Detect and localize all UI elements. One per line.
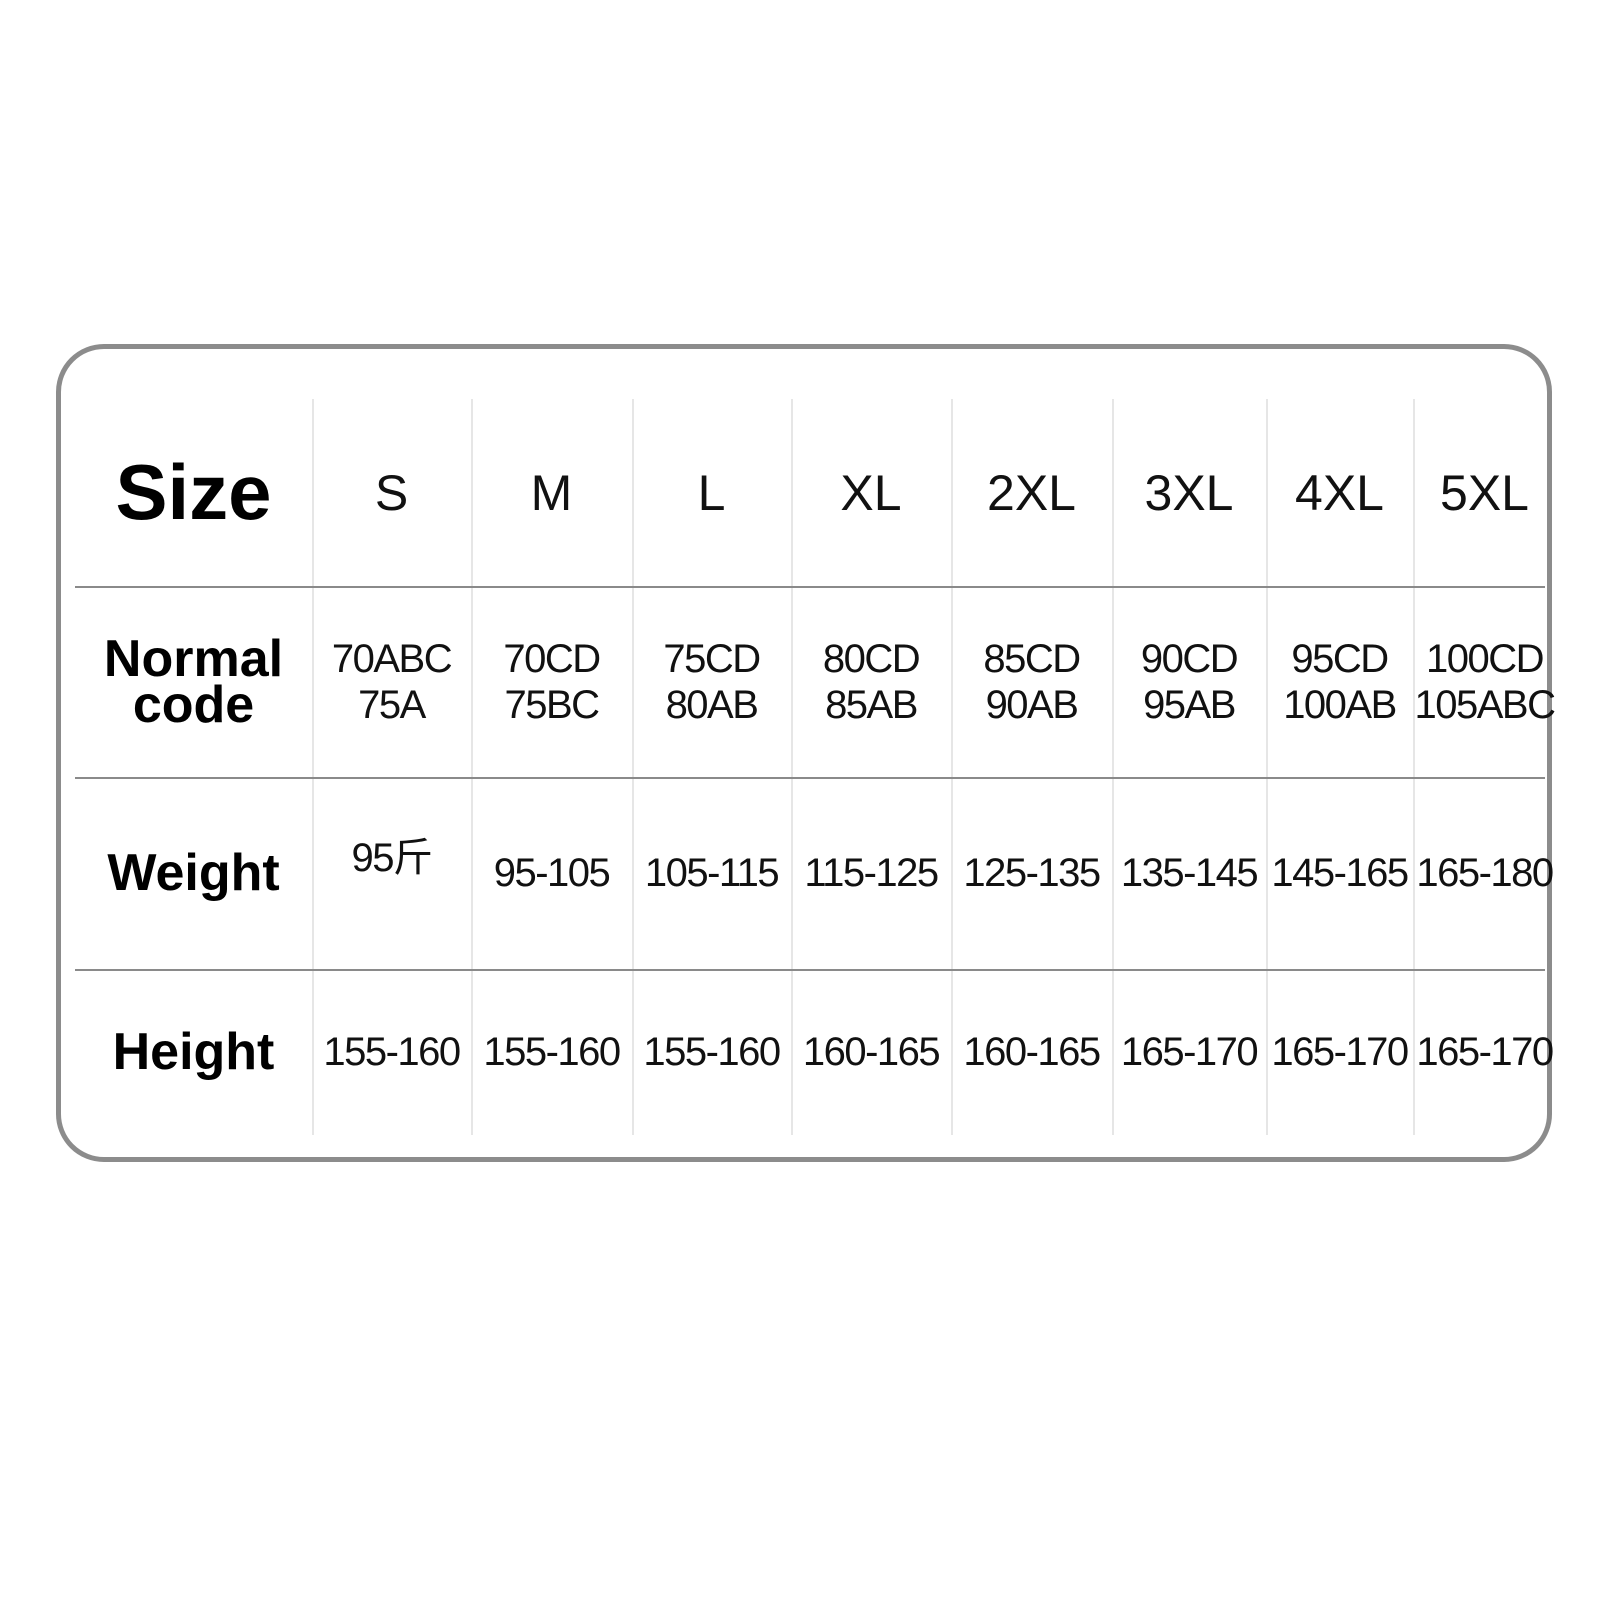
height-cell: 160-165 bbox=[951, 969, 1112, 1135]
row-header-size: Size bbox=[75, 399, 312, 586]
normal-code-cell-text: 85AB bbox=[825, 682, 918, 727]
normal-code-cell-text: 90AB bbox=[985, 682, 1079, 727]
normal-code-cell-text: 80CD bbox=[822, 636, 921, 681]
size-label: XL bbox=[791, 399, 951, 586]
height-cell: 165-170 bbox=[1413, 969, 1556, 1135]
normal-code-cell-text: 100CD bbox=[1425, 636, 1545, 681]
weight-cell: 95斤 bbox=[312, 777, 471, 969]
row-header-normal-code-text: Normal bbox=[103, 629, 284, 688]
weight-cell: 135-145 bbox=[1112, 777, 1266, 969]
column-divider bbox=[1112, 399, 1114, 1135]
normal-code-cell: 90CD 95AB bbox=[1112, 586, 1266, 777]
height-cell-text: 155-160 bbox=[483, 1030, 621, 1074]
size-label-text: M bbox=[530, 464, 573, 521]
weight-cell-text: 125-135 bbox=[963, 851, 1101, 895]
height-cell: 165-170 bbox=[1266, 969, 1413, 1135]
row-divider bbox=[75, 586, 1545, 588]
normal-code-cell-text: 75A bbox=[358, 682, 426, 727]
height-cell: 165-170 bbox=[1112, 969, 1266, 1135]
weight-cell: 125-135 bbox=[951, 777, 1112, 969]
height-cell: 155-160 bbox=[312, 969, 471, 1135]
height-cell: 155-160 bbox=[632, 969, 791, 1135]
height-cell-text: 155-160 bbox=[643, 1030, 781, 1074]
size-label-text: XL bbox=[840, 464, 902, 521]
weight-cell-text: 115-125 bbox=[804, 851, 939, 895]
normal-code-cell-text: 100AB bbox=[1283, 682, 1397, 727]
size-label-text: 5XL bbox=[1440, 464, 1529, 521]
height-cell-text: 155-160 bbox=[323, 1030, 461, 1074]
normal-code-cell-text: 75BC bbox=[504, 682, 600, 727]
size-label-text: S bbox=[374, 464, 409, 521]
weight-cell: 95-105 bbox=[471, 777, 632, 969]
row-divider bbox=[75, 969, 1545, 971]
normal-code-cell: 80CD 85AB bbox=[791, 586, 951, 777]
height-cell-text: 165-170 bbox=[1416, 1030, 1554, 1074]
normal-code-cell-text: 75CD bbox=[663, 636, 761, 681]
weight-cell: 145-165 bbox=[1266, 777, 1413, 969]
row-header-height: Height bbox=[75, 969, 312, 1135]
column-divider bbox=[1266, 399, 1268, 1135]
size-label: 4XL bbox=[1266, 399, 1413, 586]
normal-code-cell: 70ABC 75A bbox=[312, 586, 471, 777]
normal-code-cell: 70CD 75BC bbox=[471, 586, 632, 777]
column-divider bbox=[951, 399, 953, 1135]
normal-code-cell-text: 80AB bbox=[665, 682, 759, 727]
size-label-text: 2XL bbox=[987, 464, 1076, 521]
column-divider bbox=[471, 399, 473, 1135]
size-label: M bbox=[471, 399, 632, 586]
size-label: 5XL bbox=[1413, 399, 1556, 586]
height-cell: 160-165 bbox=[791, 969, 951, 1135]
height-cell-text: 160-165 bbox=[963, 1030, 1101, 1074]
row-header-weight-text: Weight bbox=[107, 844, 280, 902]
normal-code-cell: 95CD 100AB bbox=[1266, 586, 1413, 777]
weight-cell-text: 95斤 bbox=[351, 836, 434, 880]
size-label-text: 4XL bbox=[1295, 464, 1384, 521]
column-divider bbox=[312, 399, 314, 1135]
normal-code-cell-text: 90CD bbox=[1140, 636, 1239, 681]
size-label-text: L bbox=[697, 464, 726, 521]
row-header-normal-code: Normal code bbox=[75, 586, 312, 777]
weight-cell-text: 165-180 bbox=[1416, 851, 1554, 895]
size-label: L bbox=[632, 399, 791, 586]
weight-cell-text: 105-115 bbox=[644, 851, 780, 895]
weight-cell: 165-180 bbox=[1413, 777, 1556, 969]
row-header-size-text: Size bbox=[115, 448, 272, 536]
column-divider bbox=[791, 399, 793, 1135]
normal-code-cell: 85CD 90AB bbox=[951, 586, 1112, 777]
row-divider bbox=[75, 777, 1545, 779]
normal-code-cell: 75CD 80AB bbox=[632, 586, 791, 777]
weight-cell-text: 145-165 bbox=[1271, 851, 1409, 895]
height-cell-text: 165-170 bbox=[1120, 1030, 1259, 1074]
size-label: 3XL bbox=[1112, 399, 1266, 586]
row-header-normal-code-text: code bbox=[132, 675, 255, 734]
row-header-height-text: Height bbox=[112, 1023, 275, 1081]
normal-code-cell-text: 70ABC bbox=[331, 636, 453, 681]
size-chart-frame bbox=[56, 344, 1552, 1162]
height-cell: 155-160 bbox=[471, 969, 632, 1135]
weight-cell-text: 135-145 bbox=[1120, 851, 1259, 895]
weight-cell: 105-115 bbox=[632, 777, 791, 969]
normal-code-cell-text: 105ABC bbox=[1414, 682, 1556, 727]
normal-code-cell-text: 95CD bbox=[1291, 636, 1389, 681]
height-cell-text: 160-165 bbox=[802, 1030, 941, 1074]
normal-code-cell-text: 70CD bbox=[503, 636, 601, 681]
column-divider bbox=[632, 399, 634, 1135]
weight-cell-text: 95-105 bbox=[493, 851, 611, 895]
size-label-text: 3XL bbox=[1144, 464, 1234, 521]
normal-code-cell: 100CD 105ABC bbox=[1413, 586, 1556, 777]
column-divider bbox=[1413, 399, 1415, 1135]
normal-code-cell-text: 85CD bbox=[983, 636, 1081, 681]
height-cell-text: 165-170 bbox=[1271, 1030, 1409, 1074]
size-label: 2XL bbox=[951, 399, 1112, 586]
row-header-weight: Weight bbox=[75, 777, 312, 969]
size-label: S bbox=[312, 399, 471, 586]
normal-code-cell-text: 95AB bbox=[1143, 682, 1236, 727]
weight-cell: 115-125 bbox=[791, 777, 951, 969]
